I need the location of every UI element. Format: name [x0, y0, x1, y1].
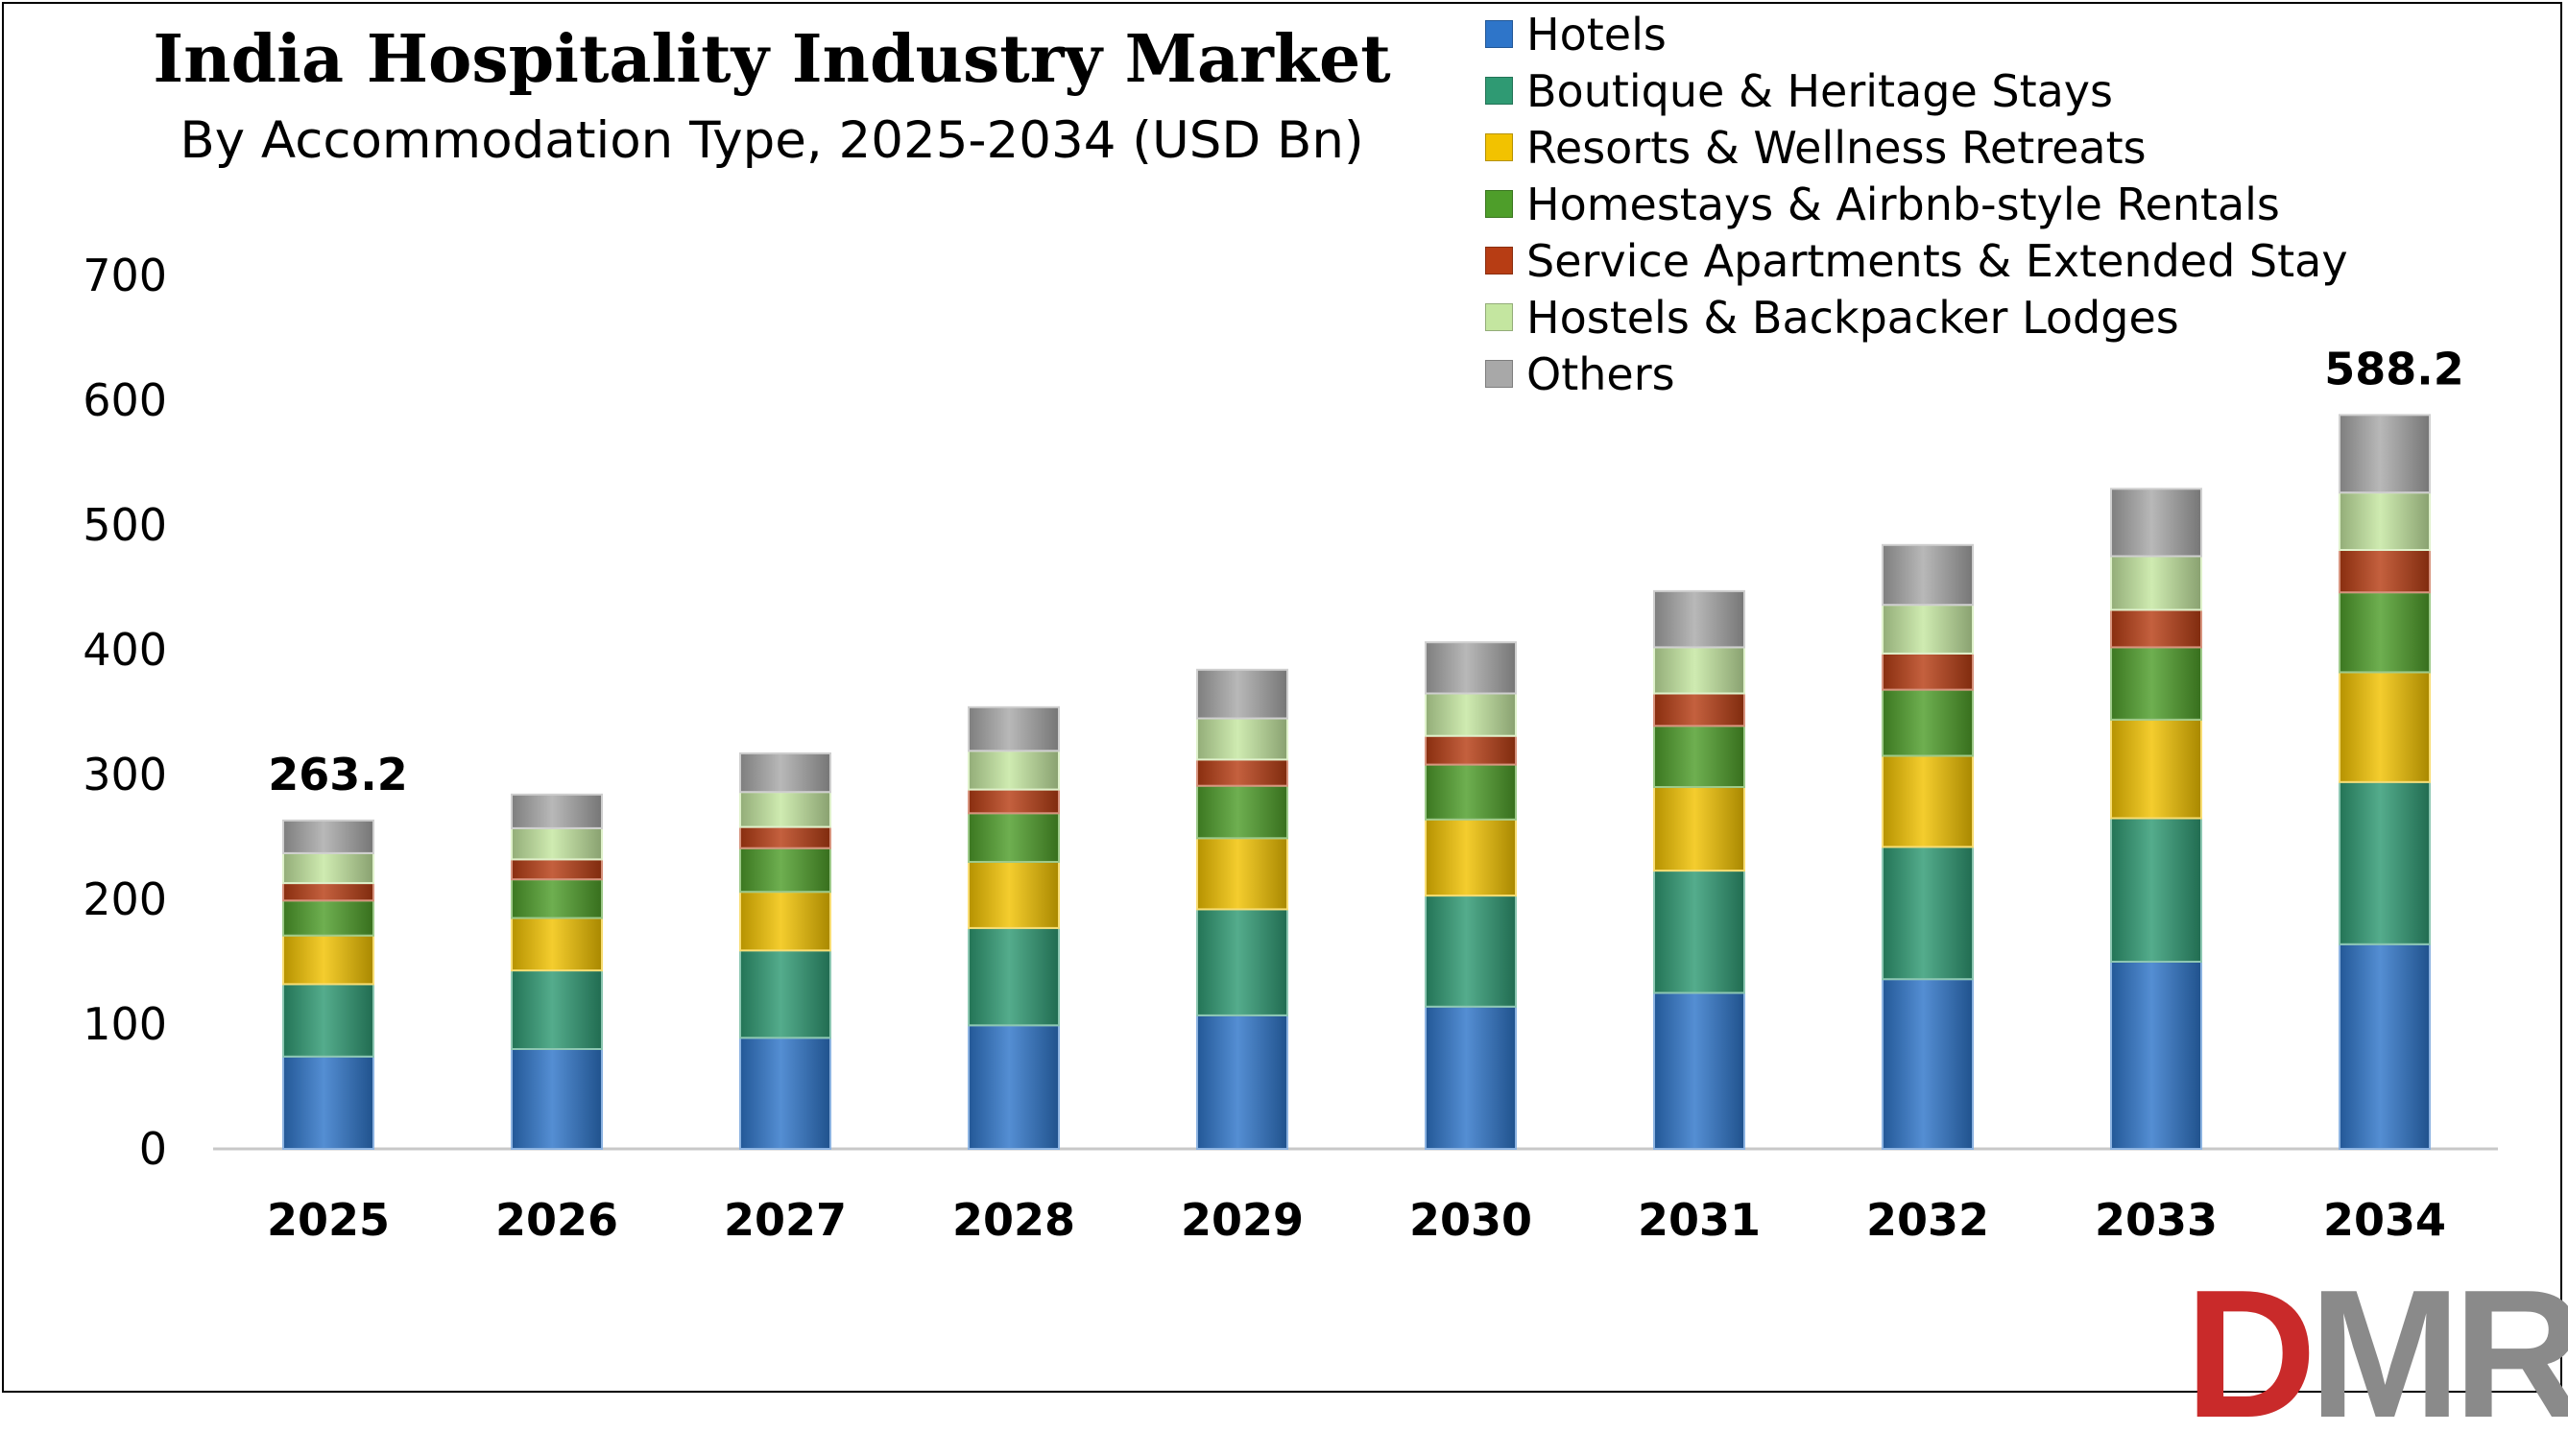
bar-segment [1654, 787, 1744, 871]
bar-segment [512, 919, 602, 971]
bar-segment [512, 859, 602, 879]
y-tick-label: 300 [83, 749, 167, 800]
bar-segment [969, 813, 1059, 862]
total-value-label: 588.2 [2324, 343, 2464, 394]
bar-segment [283, 821, 373, 853]
bar-segment [1883, 605, 1973, 654]
y-tick-label: 500 [83, 499, 167, 551]
bar-segment [2111, 819, 2201, 963]
bar-segment [1197, 670, 1287, 719]
bar-segment [740, 950, 830, 1038]
x-tick-label: 2027 [724, 1194, 847, 1246]
x-tick-label: 2034 [2323, 1194, 2446, 1246]
bar-segment [512, 795, 602, 828]
bar-segment [2111, 962, 2201, 1149]
total-value-label: 263.2 [268, 749, 408, 800]
chart-frame: India Hospitality Industry Market By Acc… [2, 2, 2562, 1393]
bar-segment [2340, 944, 2430, 1149]
plot-area: 0 100 200 300 400 500 600 700 2025 2026 2027 2028 2… [4, 4, 2564, 1395]
bar-segment [2340, 550, 2430, 592]
bar-segment [2111, 609, 2201, 647]
bar-segment [1197, 786, 1287, 839]
x-tick-label: 2033 [2095, 1194, 2218, 1246]
bar-segment [512, 970, 602, 1049]
dmr-logo: DMR [2185, 1263, 2568, 1445]
logo-letter-m: M [2309, 1253, 2453, 1456]
bar-segment [1426, 820, 1516, 895]
bar-segment [1426, 895, 1516, 1007]
bar-segment [740, 827, 830, 848]
y-tick-label: 700 [83, 250, 167, 301]
bar-segment [1426, 694, 1516, 736]
bar-segment [1426, 736, 1516, 765]
bar-segment [2111, 557, 2201, 610]
bar-segment [1654, 694, 1744, 727]
x-tick-label: 2031 [1638, 1194, 1761, 1246]
y-tick-label: 400 [83, 624, 167, 676]
x-tick-label: 2025 [267, 1194, 390, 1246]
bar-segment [740, 792, 830, 826]
bar-segment [512, 1049, 602, 1149]
x-tick-label: 2030 [1409, 1194, 1532, 1246]
x-tick-label: 2029 [1181, 1194, 1304, 1246]
bar-segment [740, 753, 830, 792]
bar-segment [969, 928, 1059, 1025]
bar-segment [740, 892, 830, 950]
bar-segment [1883, 654, 1973, 690]
bar-segment [969, 707, 1059, 752]
x-tick-label: 2032 [1866, 1194, 1989, 1246]
bar-segment [2111, 489, 2201, 556]
bar-segment [969, 751, 1059, 789]
bar-segment [1426, 765, 1516, 820]
x-tick-label: 2028 [952, 1194, 1075, 1246]
bar-segment [1883, 545, 1973, 605]
bar-segment [2340, 415, 2430, 492]
bar-segment [1654, 726, 1744, 787]
bar-segment [2340, 492, 2430, 550]
bar-segment [969, 862, 1059, 928]
bar-segment [1654, 993, 1744, 1150]
bar-segment [1883, 756, 1973, 847]
bar-segment [283, 1057, 373, 1149]
bar-segment [512, 828, 602, 860]
bar-segment [740, 848, 830, 893]
bar-segment [1197, 759, 1287, 785]
bar-segment [512, 879, 602, 918]
bar-segment [1883, 979, 1973, 1149]
bar-segment [283, 984, 373, 1056]
logo-letter-d: D [2185, 1253, 2309, 1456]
bar-segment [283, 900, 373, 935]
bar-segment [2111, 647, 2201, 719]
bar-segment [1197, 838, 1287, 909]
bar-segment [1426, 642, 1516, 693]
y-tick-label: 200 [83, 873, 167, 925]
logo-letter-r: R [2454, 1253, 2568, 1456]
bar-segment [2111, 720, 2201, 819]
bar-segment [2340, 672, 2430, 781]
bar-segment [740, 1038, 830, 1149]
bar-segment [283, 936, 373, 985]
y-tick-label: 100 [83, 998, 167, 1050]
bar-segment [1426, 1007, 1516, 1149]
bar-segment [1654, 647, 1744, 693]
y-tick-label: 600 [83, 374, 167, 426]
bar-segment [2340, 592, 2430, 672]
bar-segment [969, 790, 1059, 814]
bar-segment [1197, 1015, 1287, 1149]
y-tick-label: 0 [139, 1123, 167, 1175]
bar-segment [283, 853, 373, 883]
bar-segment [2340, 782, 2430, 944]
bar-segment [1654, 591, 1744, 648]
bar-segment [1197, 719, 1287, 760]
bar-segment [1883, 690, 1973, 756]
bar-segment [1883, 847, 1973, 979]
x-tick-label: 2026 [495, 1194, 618, 1246]
bar-segment [969, 1025, 1059, 1149]
bar-segment [1197, 909, 1287, 1015]
bar-segment [283, 883, 373, 900]
bar-segment [1654, 871, 1744, 992]
